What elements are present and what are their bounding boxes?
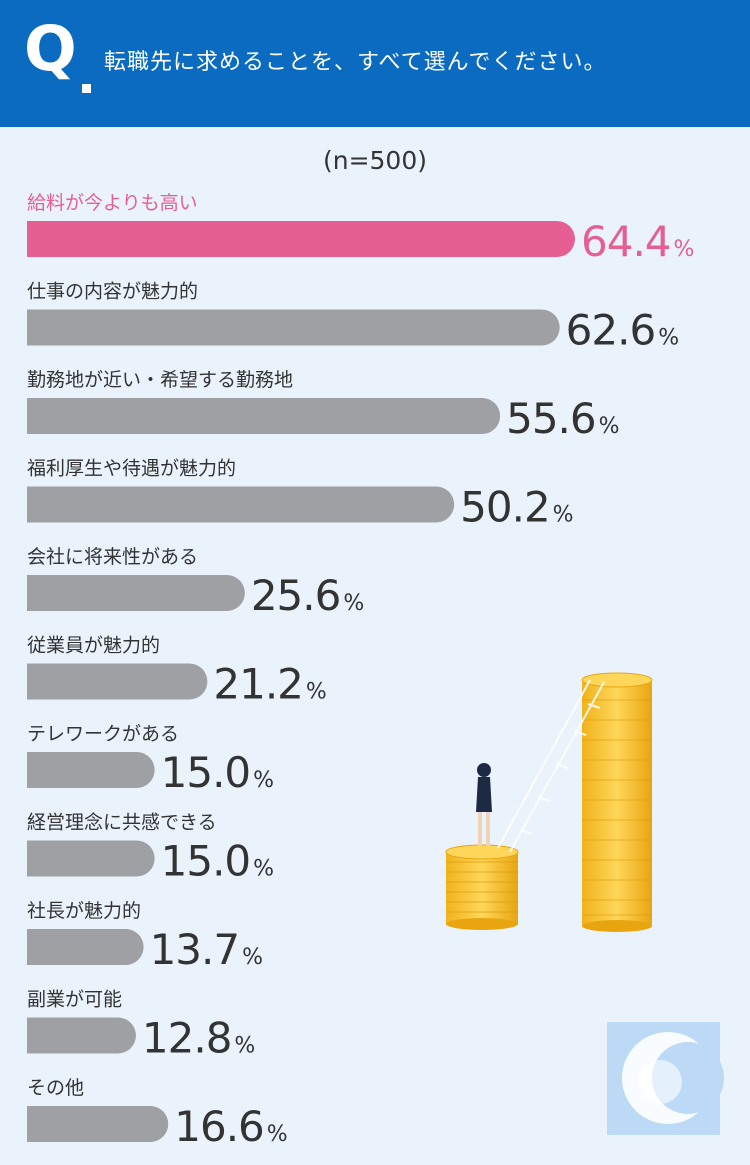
value-label: 12.8% xyxy=(142,1014,255,1063)
category-label: 勤務地が近い・希望する勤務地 xyxy=(27,369,293,391)
bar xyxy=(27,575,245,611)
bar xyxy=(27,929,144,965)
category-label: 仕事の内容が魅力的 xyxy=(27,281,198,303)
value-label: 15.0% xyxy=(161,837,274,886)
category-label: 会社に将来性がある xyxy=(27,546,198,568)
q-mark: Q xyxy=(24,12,77,85)
value-label: 25.6% xyxy=(251,571,364,620)
category-label: テレワークがある xyxy=(27,723,179,745)
value-label: 16.6% xyxy=(174,1102,287,1151)
bar-left-cap xyxy=(27,309,45,346)
bar-left-cap xyxy=(27,398,45,434)
small-coin-stack xyxy=(445,844,519,930)
category-label: 副業が可能 xyxy=(27,989,122,1011)
bar-left-cap xyxy=(27,221,45,257)
bar-left-cap xyxy=(27,1017,45,1054)
category-label: 従業員が魅力的 xyxy=(27,635,160,657)
bar-left-cap xyxy=(27,840,45,877)
bar xyxy=(27,1017,136,1054)
bar xyxy=(27,840,155,877)
category-label: 福利厚生や待遇が魅力的 xyxy=(27,458,236,480)
bar-left-cap xyxy=(27,486,45,523)
bar-left-cap xyxy=(27,575,45,611)
value-label: 62.6% xyxy=(566,306,679,355)
bar xyxy=(27,486,455,523)
bar-left-cap xyxy=(27,663,45,700)
woman-figure-icon xyxy=(476,763,492,846)
bar-left-cap xyxy=(27,752,45,788)
header-banner: Q 転職先に求めることを、すべて選んでください。 xyxy=(0,0,750,127)
bar xyxy=(27,309,560,346)
bar xyxy=(27,1106,169,1142)
category-label: 社長が魅力的 xyxy=(27,900,141,922)
c-logo-icon xyxy=(607,1022,724,1135)
bar xyxy=(27,221,575,257)
category-label: 経営理念に共感できる xyxy=(27,811,217,834)
bar-left-cap xyxy=(27,929,45,965)
value-label: 50.2% xyxy=(460,483,573,532)
question-text: 転職先に求めることを、すべて選んでください。 xyxy=(104,50,607,75)
bar xyxy=(27,398,501,434)
bar xyxy=(27,663,208,700)
value-label: 13.7% xyxy=(150,925,263,974)
sample-size: (n=500) xyxy=(322,146,428,175)
value-label: 15.0% xyxy=(161,748,274,797)
value-label: 55.6% xyxy=(506,394,619,443)
bar xyxy=(27,752,155,788)
category-label: 給料が今よりも高い xyxy=(27,192,198,214)
value-label: 64.4% xyxy=(581,217,694,266)
value-label: 21.2% xyxy=(213,660,326,709)
category-label: その他 xyxy=(27,1077,84,1099)
q-dot-icon xyxy=(82,84,91,93)
tall-coin-stack xyxy=(581,672,653,932)
ladder-icon xyxy=(497,679,605,853)
bar-left-cap xyxy=(27,1106,45,1142)
